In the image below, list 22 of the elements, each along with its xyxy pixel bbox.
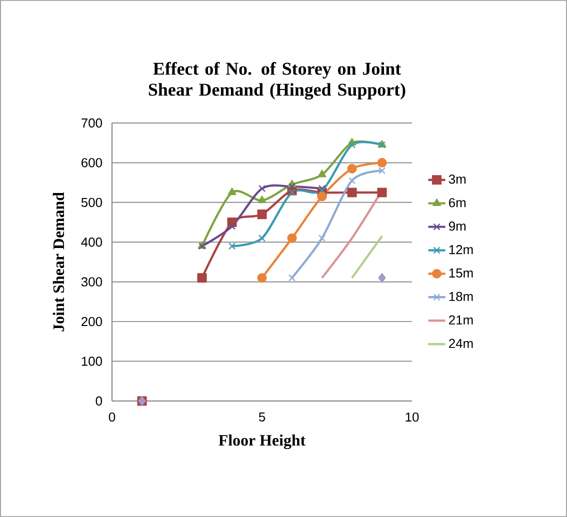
y-tick-label: 300: [81, 277, 102, 286]
x-tick-label: 0: [108, 412, 116, 422]
x-axis-title: Floor Height: [218, 434, 306, 450]
legend-label: 3m: [448, 174, 466, 184]
y-tick-label: 500: [81, 198, 102, 208]
x-tick-label: 10: [406, 412, 419, 422]
legend-label: 9m: [448, 222, 466, 231]
y-tick-label: 100: [82, 356, 102, 366]
legend-label: 24m: [449, 338, 473, 348]
legend-label: 15m: [449, 268, 473, 278]
legend-label: 6m: [449, 198, 466, 208]
y-tick-label: 400: [81, 238, 102, 247]
y-tick-label: 0: [96, 396, 102, 406]
legend-label: 12m: [449, 245, 473, 254]
legend-label: 21m: [449, 315, 473, 324]
y-tick-label: 200: [82, 316, 102, 326]
y-tick-label: 700: [82, 118, 102, 128]
chart-title: Effect of No. of Storey on Joint Shear Demand (Hinged Support): [148, 62, 406, 100]
y-tick-label: 600: [82, 158, 102, 168]
legend-label: 18m: [449, 292, 473, 302]
x-tick-label: 5: [258, 412, 266, 422]
y-axis-title: Joint Shear Demand: [52, 192, 64, 332]
